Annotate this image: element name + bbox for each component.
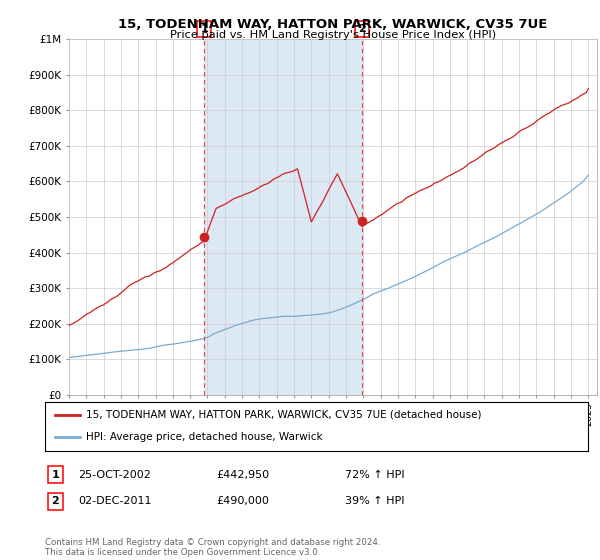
Text: 1: 1 [52,470,59,480]
Text: 15, TODENHAM WAY, HATTON PARK, WARWICK, CV35 7UE (detached house): 15, TODENHAM WAY, HATTON PARK, WARWICK, … [86,410,481,420]
Text: 25-OCT-2002: 25-OCT-2002 [78,470,151,480]
Text: 2: 2 [358,24,366,34]
Text: 72% ↑ HPI: 72% ↑ HPI [345,470,404,480]
Text: 1: 1 [200,24,208,34]
Bar [205,39,362,395]
Text: 2: 2 [52,496,59,506]
Text: 15, TODENHAM WAY, HATTON PARK, WARWICK, CV35 7UE: 15, TODENHAM WAY, HATTON PARK, WARWICK, … [118,18,548,31]
Text: Price paid vs. HM Land Registry's House Price Index (HPI): Price paid vs. HM Land Registry's House … [170,30,496,40]
Text: 39% ↑ HPI: 39% ↑ HPI [345,496,404,506]
Text: £442,950: £442,950 [216,470,269,480]
Text: £490,000: £490,000 [216,496,269,506]
Text: HPI: Average price, detached house, Warwick: HPI: Average price, detached house, Warw… [86,432,322,442]
Text: 02-DEC-2011: 02-DEC-2011 [78,496,151,506]
Text: Contains HM Land Registry data © Crown copyright and database right 2024.
This d: Contains HM Land Registry data © Crown c… [45,538,380,557]
